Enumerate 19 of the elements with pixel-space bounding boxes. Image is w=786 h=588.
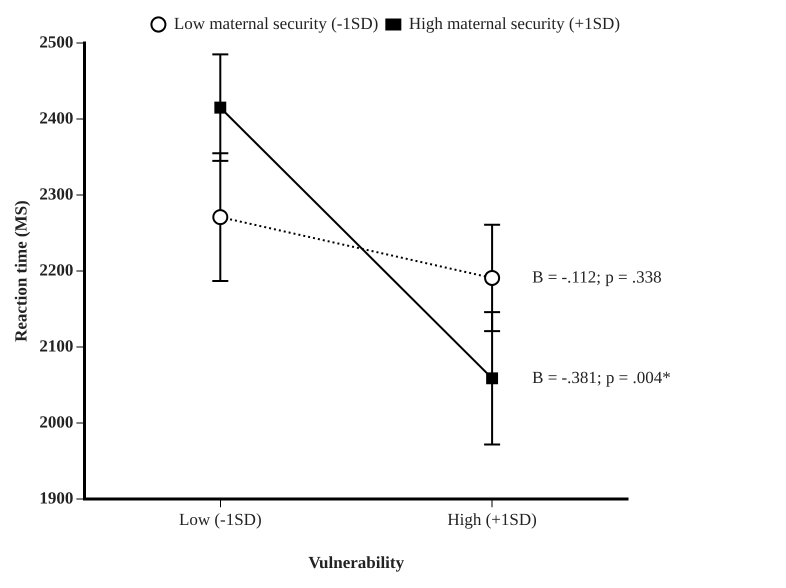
x-tick-label: Low (-1SD) [178, 510, 262, 529]
y-tick-label: 1900 [39, 488, 74, 508]
point [214, 102, 226, 114]
y-tick-label: 2500 [39, 32, 74, 52]
y-tick-label: 2000 [39, 412, 74, 432]
y-tick-label: 2400 [39, 108, 74, 128]
x-axis-title: Vulnerability [308, 553, 405, 572]
point [484, 270, 500, 286]
point [486, 372, 498, 384]
y-tick-label: 2200 [39, 260, 74, 280]
y-tick-label: 2100 [39, 336, 74, 356]
x-tick-label: High (+1SD) [447, 510, 537, 529]
legend-label: High maternal security (+1SD) [408, 14, 620, 33]
legend-label: Low maternal security (-1SD) [174, 14, 378, 33]
annotation: B = -.381; p = .004* [532, 368, 671, 387]
y-axis-title: Reaction time (MS) [12, 200, 31, 342]
point [212, 209, 228, 226]
annotation: B = -.112; p = .338 [532, 267, 662, 286]
y-tick-label: 2300 [39, 184, 74, 204]
